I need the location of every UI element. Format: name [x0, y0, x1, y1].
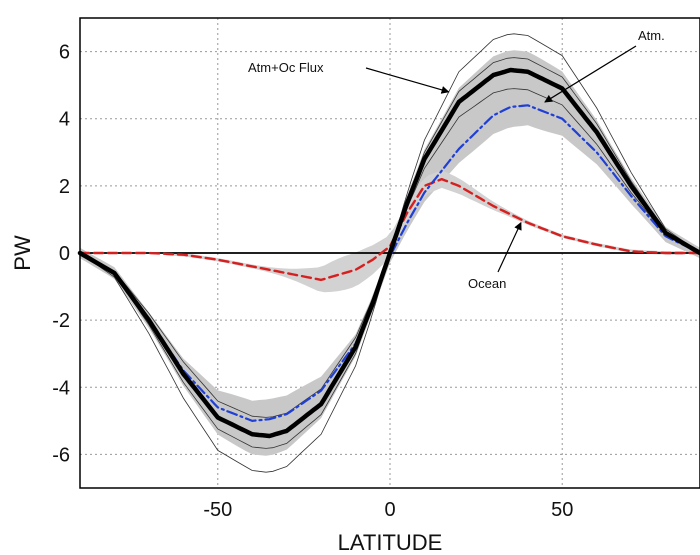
y-tick-label: -4 — [52, 377, 70, 399]
y-tick-label: -6 — [52, 444, 70, 466]
plot-frame — [79, 17, 700, 489]
y-tick-label: 2 — [59, 176, 70, 198]
annotation-atm-oc-flux: Atm+Oc Flux — [248, 60, 324, 75]
y-tick-label: 6 — [59, 42, 70, 64]
x-tick-label: -50 — [203, 499, 232, 521]
y-tick-label: 4 — [59, 109, 70, 131]
annotations: Atm+Oc Flux Atm. Ocean — [248, 28, 665, 291]
x-tick-label: 50 — [551, 499, 573, 521]
series-lines — [77, 67, 700, 439]
series-line-atm-oc-flux — [77, 67, 700, 439]
y-tick-label: 0 — [59, 243, 70, 265]
annotation-arrow-atm-oc-flux — [365, 67, 450, 94]
annotation-atm: Atm. — [638, 28, 665, 43]
ticks: -50 0 50 -6 -4 -2 0 2 4 6 — [52, 42, 573, 521]
annotation-arrow-atm — [544, 45, 637, 103]
x-axis-title: LATITUDE — [338, 530, 443, 555]
y-tick-label: -2 — [52, 310, 70, 332]
y-axis-title: PW — [10, 235, 35, 271]
annotation-arrow-ocean — [497, 221, 522, 273]
annotation-ocean: Ocean — [468, 276, 506, 291]
ocean-spread-band — [166, 170, 683, 293]
x-tick-label: 0 — [384, 499, 395, 521]
